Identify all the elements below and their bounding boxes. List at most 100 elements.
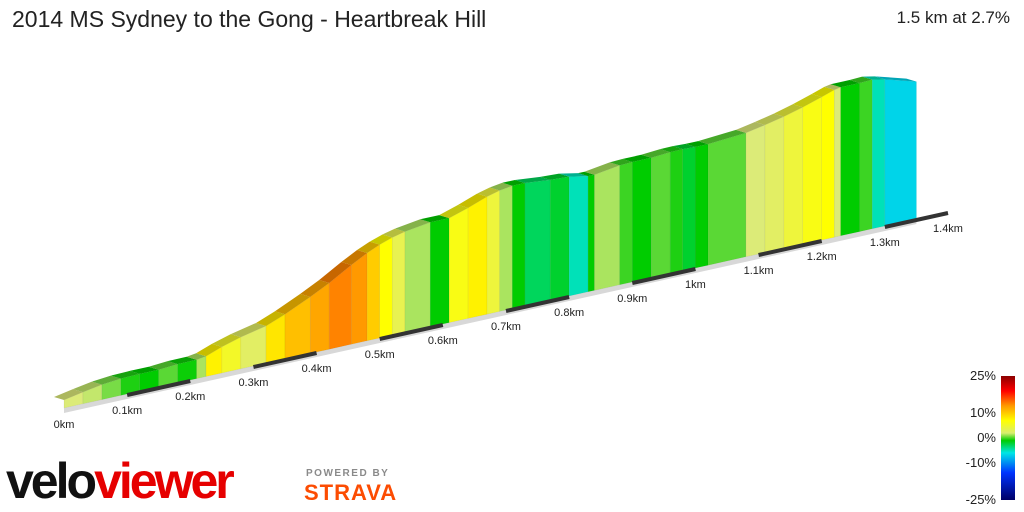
powered-by-text: POWERED BY bbox=[306, 468, 390, 479]
profile-segment-top bbox=[773, 104, 803, 117]
legend-label: -10% bbox=[966, 455, 997, 470]
profile-segment-top bbox=[275, 293, 311, 315]
profile-segment bbox=[594, 164, 620, 291]
profile-segment bbox=[404, 221, 431, 333]
profile-segment-top bbox=[660, 146, 683, 153]
distance-tick-band bbox=[758, 239, 823, 257]
profile-segment-top bbox=[735, 121, 765, 133]
legend-label: 10% bbox=[970, 405, 996, 420]
profile-segment-top bbox=[489, 182, 513, 191]
profile-segment bbox=[669, 148, 684, 274]
profile-segment-top bbox=[369, 234, 393, 245]
profile-segment bbox=[512, 182, 526, 309]
distance-tick-label: 1.2km bbox=[807, 251, 837, 263]
profile-segment-top bbox=[824, 84, 841, 90]
profile-segment bbox=[366, 244, 381, 342]
profile-segment-top bbox=[792, 94, 822, 108]
profile-segment bbox=[695, 143, 709, 269]
profile-segment-top bbox=[394, 219, 431, 232]
distance-tick-band bbox=[505, 295, 570, 313]
profile-segment bbox=[429, 217, 450, 328]
profile-segment-top bbox=[830, 80, 860, 88]
profile-segment bbox=[392, 231, 406, 336]
distance-tick-band bbox=[126, 379, 191, 397]
profile-segment bbox=[682, 146, 696, 272]
profile-segment bbox=[619, 161, 633, 286]
profile-segment bbox=[350, 252, 368, 345]
profile-segment-top bbox=[641, 149, 671, 158]
distance-tick-band bbox=[252, 351, 318, 369]
profile-segment-top bbox=[609, 158, 633, 166]
profile-segment-top bbox=[129, 366, 159, 374]
distance-tick-label: 0.9km bbox=[617, 293, 647, 305]
profile-segment bbox=[783, 106, 804, 249]
profile-segment-top bbox=[559, 173, 589, 177]
veloviewer-logo[interactable]: veloviewer bbox=[6, 452, 281, 508]
profile-segment bbox=[524, 179, 551, 307]
profile-segment bbox=[650, 151, 671, 279]
legend-label: -25% bbox=[966, 492, 997, 505]
profile-segment bbox=[587, 174, 595, 293]
profile-base-slab bbox=[64, 219, 917, 413]
profile-segment-top bbox=[110, 370, 140, 379]
distance-tick-label: 0.4km bbox=[302, 363, 332, 375]
strava-logo[interactable]: STRAVA bbox=[304, 480, 398, 505]
profile-base bbox=[64, 219, 917, 413]
profile-segment-top bbox=[862, 76, 885, 80]
profile-segment-top bbox=[754, 113, 784, 125]
profile-segment bbox=[549, 176, 570, 301]
distance-tick-label: 0km bbox=[54, 419, 75, 431]
distance-tick-label: 1.3km bbox=[870, 237, 900, 249]
svg-text:veloviewer: veloviewer bbox=[6, 453, 234, 508]
profile-segment-top bbox=[477, 187, 500, 197]
profile-segment-top bbox=[54, 389, 83, 400]
distance-tick-band bbox=[631, 267, 696, 285]
profile-segment bbox=[568, 175, 589, 297]
chart-title: 2014 MS Sydney to the Gong - Heartbreak … bbox=[12, 6, 487, 32]
profile-segment-top bbox=[458, 193, 488, 208]
profile-segment-top bbox=[584, 162, 620, 175]
distance-tick-label: 0.6km bbox=[428, 335, 458, 347]
profile-segment bbox=[379, 236, 393, 339]
profile-segment-top bbox=[211, 334, 241, 347]
profile-segment-top bbox=[91, 375, 121, 385]
profile-segment-top bbox=[622, 154, 652, 162]
profile-segment-top bbox=[420, 215, 450, 223]
profile-segment bbox=[884, 78, 917, 227]
profile-segment bbox=[448, 207, 469, 323]
profile-segment-top bbox=[72, 381, 102, 393]
profile-segment bbox=[707, 132, 747, 266]
profile-segment bbox=[840, 82, 860, 237]
profile-segment-top bbox=[148, 361, 178, 370]
profile-segment bbox=[821, 89, 835, 241]
distance-tick-label: 0.3km bbox=[238, 377, 268, 389]
profile-segment bbox=[196, 355, 207, 379]
profile-segment bbox=[764, 116, 785, 253]
profile-segment-top bbox=[186, 353, 207, 360]
profile-segment-top bbox=[514, 176, 551, 183]
profile-segment-top bbox=[578, 171, 595, 177]
gradient-legend: 25% 10% 0% -10% -25% bbox=[966, 368, 1015, 505]
profile-segment-top bbox=[319, 262, 352, 283]
distance-axis: 0km 0.1km 0.2km 0.3km 0.4km 0.5km 0.6km 0.7km 0.… bbox=[54, 211, 963, 431]
profile-segment-top bbox=[874, 76, 917, 82]
distance-tick-label: 1km bbox=[685, 279, 706, 291]
profile-segment-top bbox=[357, 241, 380, 254]
profile-segment-top bbox=[698, 129, 746, 145]
profile-segment-top bbox=[540, 173, 570, 180]
profile-segment-top bbox=[196, 343, 222, 357]
profile-segment-top bbox=[502, 179, 525, 186]
distance-tick-band bbox=[379, 323, 444, 341]
profile-segment-top bbox=[382, 228, 405, 238]
profile-segment-top bbox=[685, 141, 709, 147]
profile-segment bbox=[631, 157, 652, 283]
profile-segment-top bbox=[849, 76, 873, 84]
distance-tick-label: 0.7km bbox=[491, 321, 521, 333]
distance-tick-label: 0.2km bbox=[175, 391, 205, 403]
segment-summary: 1.5 km at 2.7% bbox=[896, 8, 1010, 27]
legend-label: 0% bbox=[977, 430, 996, 445]
profile-segment-top bbox=[341, 250, 368, 266]
logo-part-viewer: viewer bbox=[94, 453, 234, 508]
profile-segment bbox=[467, 196, 488, 319]
